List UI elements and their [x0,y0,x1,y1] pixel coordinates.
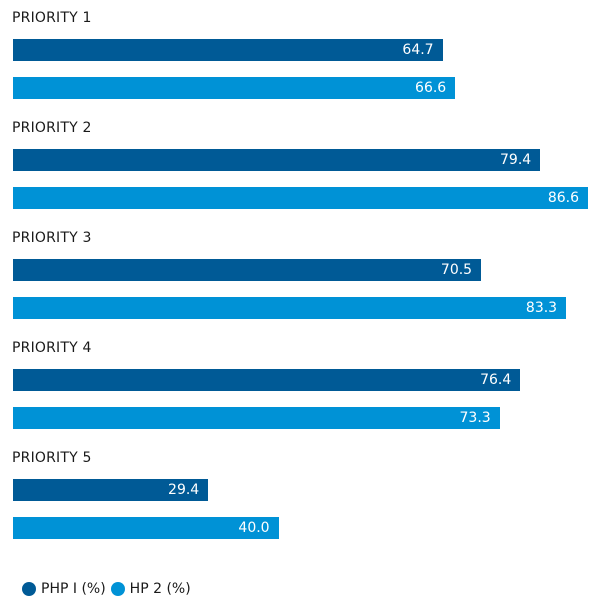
bar: 40.0 [13,517,279,539]
legend-item-hp2: HP 2 (%) [110,581,191,597]
data-label: 64.7 [402,42,434,58]
legend-dot-icon [22,582,36,596]
bar: 79.4 [13,149,541,171]
data-label: 29.4 [168,482,200,498]
bar: 29.4 [13,479,209,501]
category-label: PRIORITY 3 [12,230,92,246]
bar-chart: PRIORITY 1 64.7 66.6 PRIORITY 2 79.4 86.6 PRIO… [12,10,588,539]
legend: PHP I (%) HP 2 (%) [22,581,196,597]
bar: 83.3 [13,297,567,319]
bar: 73.3 [13,407,500,429]
data-label: 70.5 [440,262,473,278]
data-label: 40.0 [238,520,270,536]
legend-label: HP 2 (%) [129,581,191,597]
bar: 70.5 [13,259,482,281]
data-label: 79.4 [500,152,532,168]
bar: 76.4 [13,369,521,391]
category-label: PRIORITY 1 [12,10,92,26]
bar: 66.6 [13,77,456,99]
legend-item-php1: PHP I (%) [22,581,106,597]
bar: 64.7 [13,39,443,61]
data-label: 86.6 [547,190,579,206]
legend-dot-icon [110,582,125,596]
bar: 86.6 [13,187,588,209]
category-label: PRIORITY 4 [12,340,92,356]
data-label: 83.3 [525,300,558,316]
data-label: 76.4 [480,372,512,388]
category-label: PRIORITY 5 [12,450,92,466]
legend-label: PHP I (%) [41,581,106,597]
category-label: PRIORITY 2 [12,120,92,136]
data-label: 66.6 [415,80,447,96]
data-label: 73.3 [459,410,491,426]
